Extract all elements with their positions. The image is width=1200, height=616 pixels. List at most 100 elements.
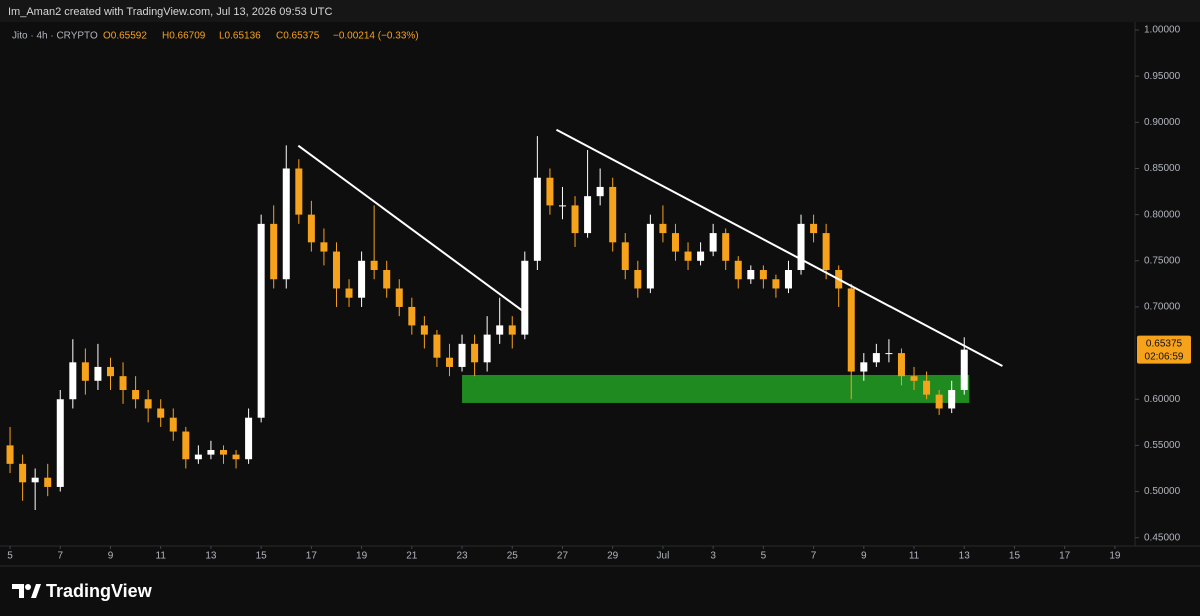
brand-logo: TradingView bbox=[12, 581, 153, 601]
x-tick-label: 15 bbox=[256, 551, 268, 562]
candle-body bbox=[144, 399, 152, 409]
candle-body bbox=[307, 214, 315, 243]
legend-low: L0.65136 bbox=[219, 31, 261, 42]
candle-body bbox=[646, 223, 654, 289]
candle-body bbox=[219, 450, 227, 455]
candle-body bbox=[797, 223, 805, 271]
logo-mark bbox=[12, 584, 24, 598]
top-bar bbox=[0, 0, 1200, 22]
candle-body bbox=[885, 353, 893, 355]
candle-body bbox=[56, 399, 64, 487]
candle-body bbox=[860, 362, 868, 372]
candle-body bbox=[257, 223, 265, 418]
candle-body bbox=[584, 196, 592, 234]
candle-body bbox=[232, 454, 240, 460]
candle-body bbox=[621, 242, 629, 271]
candle-body bbox=[94, 366, 102, 381]
candle-body bbox=[194, 454, 202, 460]
x-tick-label: 7 bbox=[57, 551, 63, 562]
candle-body bbox=[533, 177, 541, 261]
candle-body bbox=[458, 343, 466, 367]
candle-body bbox=[546, 177, 554, 206]
attribution: Im_Aman2 created with TradingView.com, J… bbox=[8, 6, 333, 18]
candle-body bbox=[897, 353, 905, 377]
candle-body bbox=[245, 417, 253, 460]
candle-body bbox=[295, 168, 303, 215]
candle-body bbox=[471, 343, 479, 363]
candle-body bbox=[747, 270, 755, 280]
x-tick-label: 19 bbox=[356, 551, 368, 562]
y-tick-label: 0.75000 bbox=[1144, 255, 1181, 266]
y-tick-label: 0.70000 bbox=[1144, 302, 1181, 313]
candle-body bbox=[571, 205, 579, 234]
x-tick-label: 5 bbox=[7, 551, 13, 562]
x-tick-label: 17 bbox=[306, 551, 318, 562]
trendline bbox=[555, 128, 1003, 367]
x-tick-label: 13 bbox=[959, 551, 971, 562]
candle-body bbox=[358, 260, 366, 298]
y-tick-label: 0.50000 bbox=[1144, 486, 1181, 497]
legend-open: O0.65592 bbox=[103, 31, 147, 42]
candle-body bbox=[332, 251, 340, 289]
candle-body bbox=[822, 233, 830, 271]
candle-body bbox=[734, 260, 742, 280]
x-tick-label: 23 bbox=[456, 551, 468, 562]
x-tick-label: 17 bbox=[1059, 551, 1071, 562]
support-zone bbox=[462, 374, 970, 403]
candle-body bbox=[759, 270, 767, 280]
candle-body bbox=[320, 242, 328, 252]
price-tag-countdown: 02:06:59 bbox=[1145, 351, 1184, 362]
trendline bbox=[297, 144, 525, 313]
y-tick-label: 0.60000 bbox=[1144, 394, 1181, 405]
candle-body bbox=[847, 288, 855, 372]
candle-body bbox=[270, 223, 278, 280]
candle-body bbox=[6, 445, 14, 464]
x-tick-label: 3 bbox=[710, 551, 716, 562]
candle-body bbox=[810, 223, 818, 234]
candle-body bbox=[445, 357, 453, 367]
candle-body bbox=[408, 306, 416, 326]
y-tick-label: 0.45000 bbox=[1144, 532, 1181, 543]
x-tick-label: 19 bbox=[1109, 551, 1121, 562]
candle-body bbox=[69, 362, 77, 400]
candle-body bbox=[960, 349, 968, 391]
candle-body bbox=[596, 186, 604, 197]
candle-body bbox=[383, 270, 391, 289]
candle-body bbox=[935, 394, 943, 409]
candle-body bbox=[19, 463, 27, 483]
candle-body bbox=[948, 390, 956, 409]
candle-body bbox=[671, 233, 679, 252]
candle-body bbox=[282, 168, 290, 280]
candle-body bbox=[169, 417, 177, 432]
logo-dot bbox=[25, 584, 31, 590]
candle-body bbox=[157, 408, 165, 418]
candle-body bbox=[609, 186, 617, 243]
candle-body bbox=[496, 325, 504, 335]
x-tick-label: Jul bbox=[657, 551, 670, 562]
candle-body bbox=[345, 288, 353, 298]
candle-body bbox=[772, 279, 780, 289]
logo-slash bbox=[31, 584, 41, 598]
candle-body bbox=[684, 251, 692, 261]
y-tick-label: 0.90000 bbox=[1144, 117, 1181, 128]
candle-body bbox=[910, 376, 918, 381]
candle-body bbox=[433, 334, 441, 358]
legend-close: C0.65375 bbox=[276, 31, 320, 42]
candle-body bbox=[44, 477, 52, 487]
legend-change: −0.00214 (−0.33%) bbox=[333, 31, 419, 42]
symbol: Jito · 4h · CRYPTO bbox=[12, 31, 98, 42]
candle-body bbox=[508, 325, 516, 335]
candle-body bbox=[207, 450, 215, 455]
x-tick-label: 9 bbox=[861, 551, 867, 562]
y-tick-label: 1.00000 bbox=[1144, 25, 1181, 36]
candle-body bbox=[132, 390, 140, 400]
candle-body bbox=[119, 376, 127, 391]
brand-name: TradingView bbox=[46, 581, 153, 601]
x-tick-label: 21 bbox=[406, 551, 418, 562]
x-tick-label: 25 bbox=[507, 551, 519, 562]
candle-body bbox=[521, 260, 529, 335]
candle-body bbox=[659, 223, 667, 234]
x-tick-label: 13 bbox=[205, 551, 217, 562]
